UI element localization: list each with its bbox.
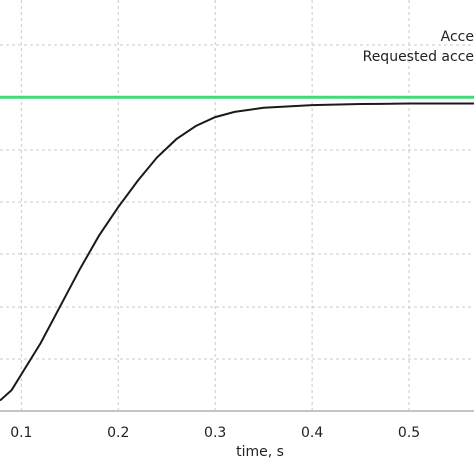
x-tick-label: 0.5 [398,425,420,441]
horizontal-grid [0,44,474,360]
legend-label: Acce [441,29,474,45]
x-tick-label: 0.4 [301,425,323,441]
x-axis-label: time, s [236,444,284,460]
x-tick-label: 0.3 [204,425,226,441]
x-tick-label: 0.2 [107,425,129,441]
x-tick-label: 0.1 [10,425,32,441]
legend-label: Requested acce [363,49,474,65]
series-line [0,102,474,402]
